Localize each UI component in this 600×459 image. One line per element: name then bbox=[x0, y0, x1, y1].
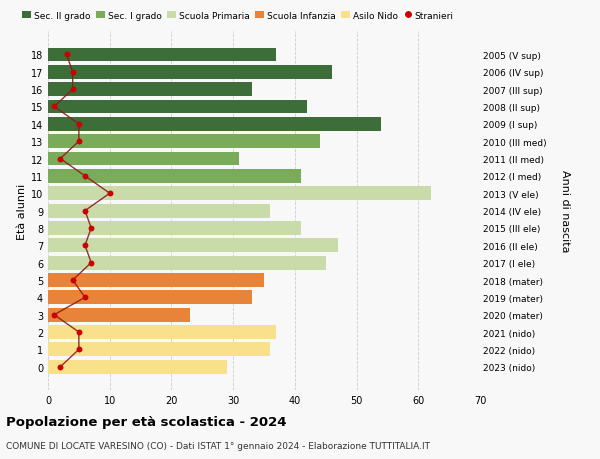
Point bbox=[105, 190, 115, 197]
Bar bbox=[48, 118, 381, 131]
Bar bbox=[48, 83, 251, 97]
Point bbox=[68, 69, 77, 76]
Point bbox=[80, 242, 90, 249]
Bar bbox=[48, 325, 277, 339]
Point bbox=[62, 52, 71, 59]
Bar bbox=[48, 291, 251, 305]
Point bbox=[80, 173, 90, 180]
Y-axis label: Anni di nascita: Anni di nascita bbox=[560, 170, 570, 252]
Bar bbox=[48, 48, 277, 62]
Point bbox=[80, 294, 90, 302]
Text: Popolazione per età scolastica - 2024: Popolazione per età scolastica - 2024 bbox=[6, 415, 287, 428]
Point bbox=[49, 311, 59, 319]
Bar bbox=[48, 169, 301, 184]
Text: COMUNE DI LOCATE VARESINO (CO) - Dati ISTAT 1° gennaio 2024 - Elaborazione TUTTI: COMUNE DI LOCATE VARESINO (CO) - Dati IS… bbox=[6, 441, 430, 450]
Point bbox=[68, 86, 77, 94]
Bar bbox=[48, 187, 431, 201]
Bar bbox=[48, 239, 338, 253]
Bar bbox=[48, 204, 270, 218]
Bar bbox=[48, 343, 270, 357]
Bar bbox=[48, 135, 320, 149]
Point bbox=[49, 104, 59, 111]
Point bbox=[68, 277, 77, 284]
Bar bbox=[48, 101, 307, 114]
Y-axis label: Età alunni: Età alunni bbox=[17, 183, 26, 239]
Bar bbox=[48, 256, 326, 270]
Point bbox=[80, 207, 90, 215]
Bar bbox=[48, 308, 190, 322]
Point bbox=[74, 329, 83, 336]
Point bbox=[86, 259, 96, 267]
Point bbox=[86, 225, 96, 232]
Point bbox=[56, 363, 65, 370]
Point bbox=[56, 156, 65, 163]
Point bbox=[74, 346, 83, 353]
Point bbox=[74, 121, 83, 128]
Bar bbox=[48, 360, 227, 374]
Legend: Sec. II grado, Sec. I grado, Scuola Primaria, Scuola Infanzia, Asilo Nido, Stran: Sec. II grado, Sec. I grado, Scuola Prim… bbox=[22, 11, 454, 21]
Bar bbox=[48, 66, 332, 79]
Bar bbox=[48, 152, 239, 166]
Bar bbox=[48, 222, 301, 235]
Point bbox=[74, 138, 83, 146]
Bar bbox=[48, 274, 264, 287]
